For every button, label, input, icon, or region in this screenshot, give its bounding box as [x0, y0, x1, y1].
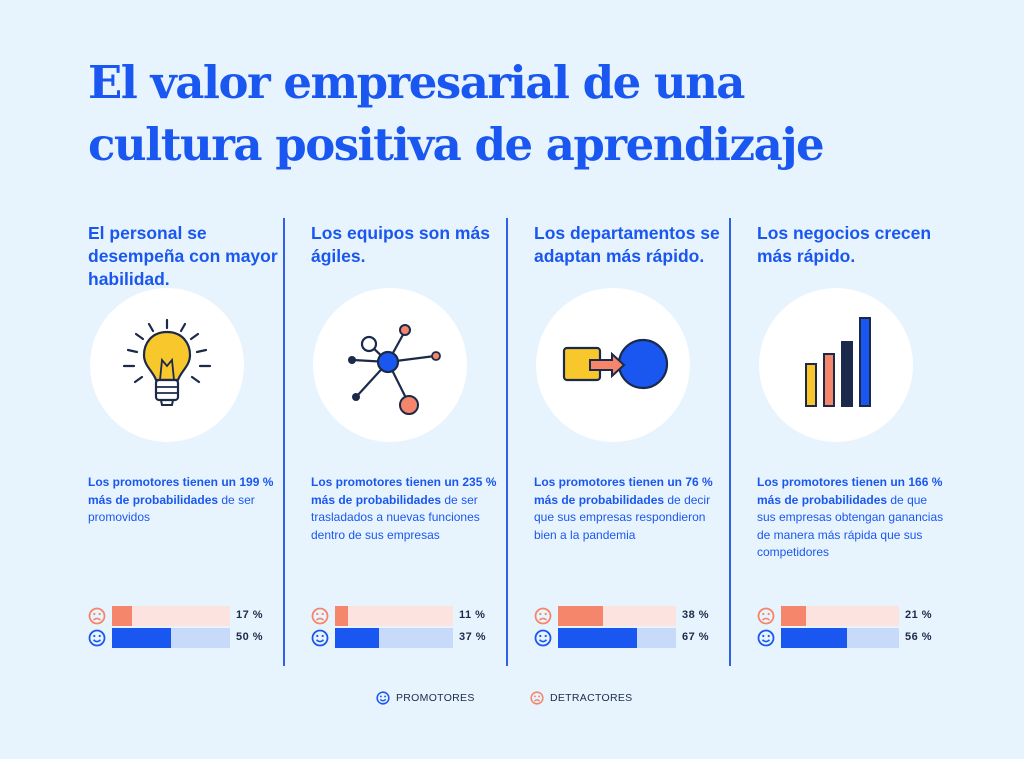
detractor-bar: [335, 606, 348, 626]
promoter-bar-track: [112, 628, 230, 648]
promoter-bar-row: 67 %: [534, 628, 724, 648]
column-divider: [283, 218, 285, 666]
description-highlight: Los promotores tienen un 76 % más de pro…: [534, 475, 713, 507]
detractor-bar-track: [558, 606, 676, 626]
sad-face-icon: [757, 607, 775, 625]
detractor-bar-track: [112, 606, 230, 626]
column-description: Los promotores tienen un 166 % más de pr…: [757, 474, 947, 562]
detractor-bar-track: [335, 606, 453, 626]
sad-face-icon: [88, 607, 106, 625]
square-to-circle-icon: [536, 288, 690, 442]
detractor-value: 21 %: [905, 609, 933, 621]
happy-face-icon: [88, 629, 106, 647]
page-title: El valor empresarial de una cultura posi…: [88, 52, 988, 176]
column-description: Los promotores tienen un 199 % más de pr…: [88, 474, 278, 527]
happy-face-icon: [311, 629, 329, 647]
bar-chart-icon: [759, 288, 913, 442]
promoter-bar-row: 37 %: [311, 628, 501, 648]
promoter-bar: [781, 628, 848, 648]
description-text: de ser trasladados a nuevas funciones de…: [311, 492, 480, 542]
promoter-value: 50 %: [236, 631, 264, 643]
promoter-value: 37 %: [459, 631, 487, 643]
detractor-bar: [112, 606, 133, 626]
promoter-bar: [112, 628, 171, 648]
detractor-value: 11 %: [459, 609, 486, 621]
promoter-bar: [335, 628, 379, 648]
legend-label-detractors: DETRACTORES: [550, 692, 633, 704]
column-4: Los negocios crecen más rápido. Los prom…: [757, 222, 957, 672]
column-2: Los equipos son más ágiles. Los promotor…: [311, 222, 511, 672]
column-heading: Los equipos son más ágiles.: [311, 223, 490, 266]
column-divider: [506, 218, 508, 666]
detractor-bar-row: 17 %: [88, 606, 278, 626]
description-text: de ser promovidos: [88, 492, 255, 525]
column-heading: Los departamentos se adaptan más rápido.: [534, 223, 720, 266]
detractor-bar-row: 11 %: [311, 606, 501, 626]
title-line-1: El valor empresarial de una: [88, 56, 745, 109]
promoter-value: 56 %: [905, 631, 933, 643]
column-1: El personal se desempeña con mayor habil…: [88, 222, 288, 672]
detractor-bar-row: 21 %: [757, 606, 947, 626]
detractor-bar-track: [781, 606, 899, 626]
sad-face-icon: [311, 607, 329, 625]
promoter-bar-track: [781, 628, 899, 648]
column-description: Los promotores tienen un 76 % más de pro…: [534, 474, 724, 544]
promoter-value: 67 %: [682, 631, 710, 643]
happy-face-icon: [757, 629, 775, 647]
description-highlight: Los promotores tienen un 166 % más de pr…: [757, 475, 943, 507]
sad-face-icon: [530, 691, 544, 705]
description-text: de decir que sus empresas respondieron b…: [534, 492, 711, 542]
detractor-bar: [558, 606, 603, 626]
promoter-bar-track: [558, 628, 676, 648]
detractor-bar-row: 38 %: [534, 606, 724, 626]
column-heading: Los negocios crecen más rápido.: [757, 223, 932, 266]
title-line-2: cultura positiva de aprendizaje: [88, 118, 825, 171]
column-heading: El personal se desempeña con mayor habil…: [88, 223, 278, 289]
network-icon: [313, 288, 467, 442]
promoter-bar-row: 56 %: [757, 628, 947, 648]
legend-label-promoters: PROMOTORES: [396, 692, 475, 704]
happy-face-icon: [534, 629, 552, 647]
column-divider: [729, 218, 731, 666]
happy-face-icon: [376, 691, 390, 705]
column-3: Los departamentos se adaptan más rápido.…: [534, 222, 734, 672]
sad-face-icon: [534, 607, 552, 625]
lightbulb-icon: [90, 288, 244, 442]
detractor-value: 17 %: [236, 609, 264, 621]
promoter-bar: [558, 628, 638, 648]
detractor-bar: [781, 606, 806, 626]
column-description: Los promotores tienen un 235 % más de pr…: [311, 474, 501, 544]
promoter-bar-row: 50 %: [88, 628, 278, 648]
description-text: de que sus empresas obtengan ganancias d…: [757, 492, 944, 560]
description-highlight: Los promotores tienen un 235 % más de pr…: [311, 475, 497, 507]
promoter-bar-track: [335, 628, 453, 648]
detractor-value: 38 %: [682, 609, 710, 621]
description-highlight: Los promotores tienen un 199 % más de pr…: [88, 475, 274, 507]
